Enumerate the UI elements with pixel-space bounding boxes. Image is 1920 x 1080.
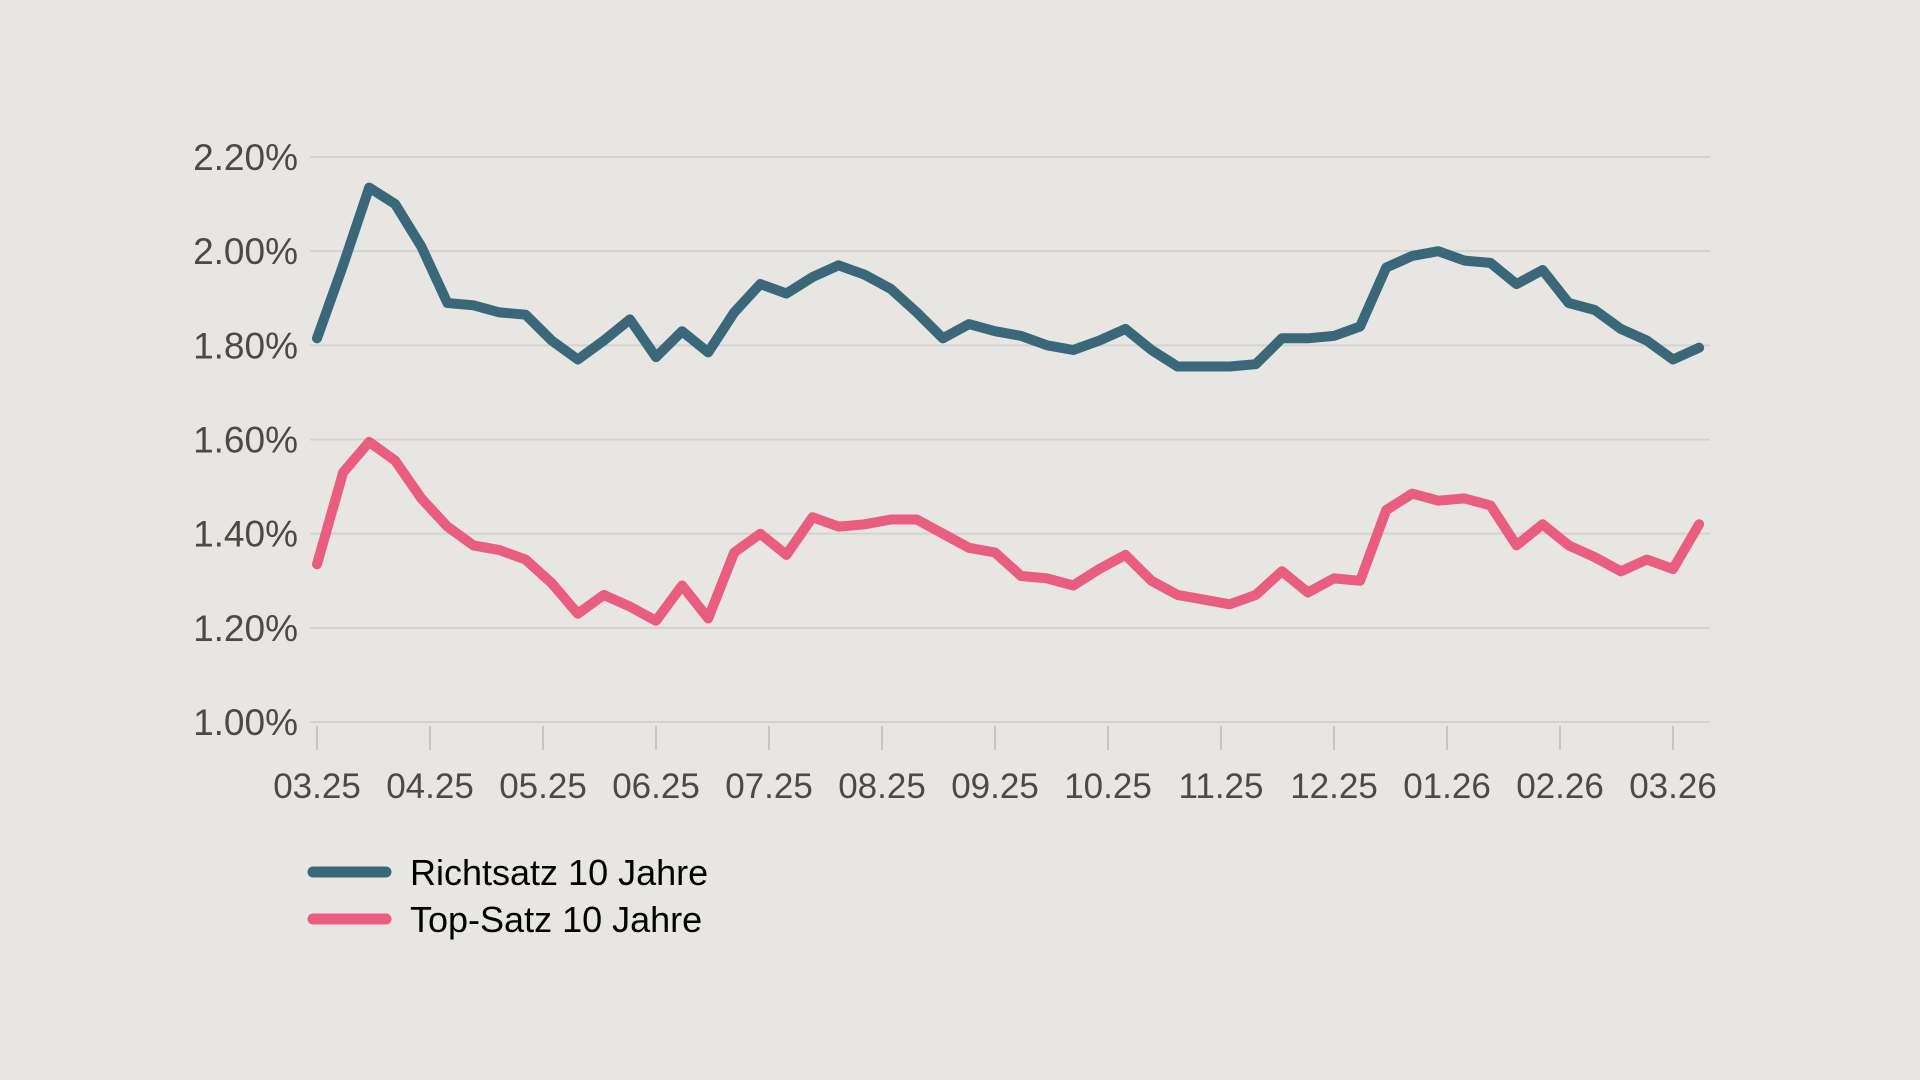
x-axis-label: 03.25 [273,767,361,806]
x-axis-labels: 03.25 04.25 05.25 06.25 07.25 08.25 09.25 10.25… [273,767,1717,806]
y-axis-label: 1.20% [193,608,298,649]
x-axis-label: 05.25 [499,767,587,806]
legend: Richtsatz 10 Jahre Top-Satz 10 Jahre [307,852,708,940]
x-axis-label: 04.25 [386,767,474,806]
y-axis-label: 1.00% [193,702,298,743]
y-axis-label: 2.20% [193,137,298,178]
x-axis-label: 08.25 [838,767,926,806]
x-axis-label: 01.26 [1403,767,1491,806]
x-axis-label: 07.25 [725,767,813,806]
x-axis-ticks [316,726,1674,750]
x-axis-label: 11.25 [1179,767,1264,806]
x-axis-label: 03.26 [1629,767,1717,806]
gridlines [310,156,1710,723]
x-axis-label: 06.25 [612,767,700,806]
data-series [312,182,1705,626]
y-axis-label: 2.00% [193,231,298,272]
x-axis-label: 12.25 [1290,767,1378,806]
richtsatz-line [312,182,1705,372]
y-axis-label: 1.40% [193,514,298,555]
x-axis-label: 02.26 [1516,767,1604,806]
legend-label-richtsatz: Richtsatz 10 Jahre [410,852,708,893]
x-axis-label: 09.25 [951,767,1039,806]
x-axis-label: 10.25 [1064,767,1152,806]
topsatz-line [312,436,1705,626]
y-axis-labels: 2.20% 2.00% 1.80% 1.60% 1.40% 1.20% 1.00% [193,137,298,743]
legend-label-topsatz: Top-Satz 10 Jahre [410,899,702,940]
y-axis-label: 1.80% [193,325,298,366]
y-axis-label: 1.60% [193,420,298,461]
